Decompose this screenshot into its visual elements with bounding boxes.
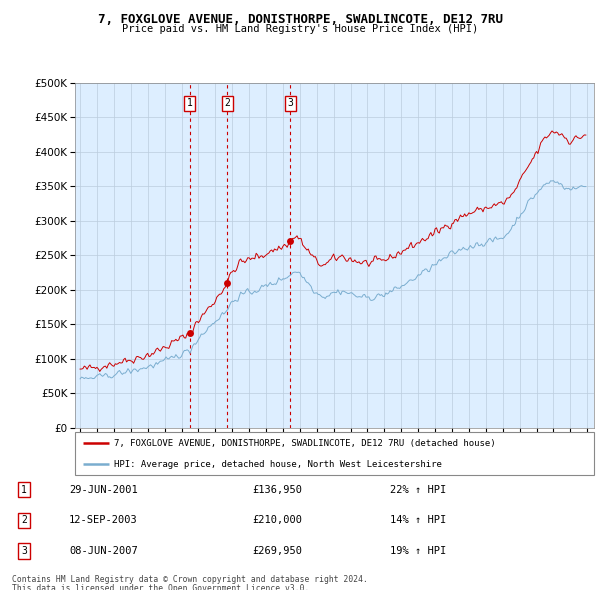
- Text: 2: 2: [21, 516, 27, 525]
- Text: 7, FOXGLOVE AVENUE, DONISTHORPE, SWADLINCOTE, DE12 7RU: 7, FOXGLOVE AVENUE, DONISTHORPE, SWADLIN…: [97, 13, 503, 26]
- Text: This data is licensed under the Open Government Licence v3.0.: This data is licensed under the Open Gov…: [12, 584, 310, 590]
- Text: £136,950: £136,950: [252, 485, 302, 494]
- FancyBboxPatch shape: [75, 432, 594, 475]
- Text: £269,950: £269,950: [252, 546, 302, 556]
- Text: 29-JUN-2001: 29-JUN-2001: [69, 485, 138, 494]
- Text: Price paid vs. HM Land Registry's House Price Index (HPI): Price paid vs. HM Land Registry's House …: [122, 24, 478, 34]
- Text: 2: 2: [224, 99, 230, 109]
- Text: £210,000: £210,000: [252, 516, 302, 525]
- Text: 12-SEP-2003: 12-SEP-2003: [69, 516, 138, 525]
- Text: 08-JUN-2007: 08-JUN-2007: [69, 546, 138, 556]
- Text: 14% ↑ HPI: 14% ↑ HPI: [390, 516, 446, 525]
- Text: 3: 3: [21, 546, 27, 556]
- Text: HPI: Average price, detached house, North West Leicestershire: HPI: Average price, detached house, Nort…: [114, 460, 442, 469]
- Text: 3: 3: [287, 99, 293, 109]
- Text: 7, FOXGLOVE AVENUE, DONISTHORPE, SWADLINCOTE, DE12 7RU (detached house): 7, FOXGLOVE AVENUE, DONISTHORPE, SWADLIN…: [114, 438, 496, 448]
- Text: 19% ↑ HPI: 19% ↑ HPI: [390, 546, 446, 556]
- Text: 1: 1: [187, 99, 193, 109]
- Text: 22% ↑ HPI: 22% ↑ HPI: [390, 485, 446, 494]
- Text: 1: 1: [21, 485, 27, 494]
- Text: Contains HM Land Registry data © Crown copyright and database right 2024.: Contains HM Land Registry data © Crown c…: [12, 575, 368, 584]
